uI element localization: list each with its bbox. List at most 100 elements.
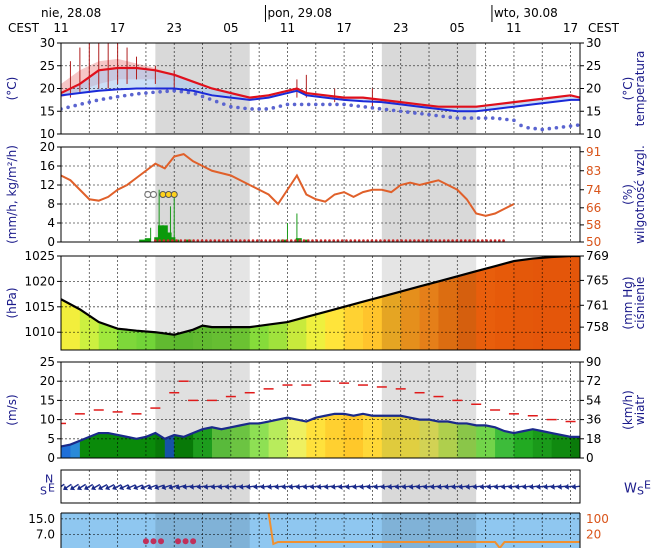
y-tick-label: 12 [40,178,55,192]
precipitation-trace-dot [260,239,263,242]
temperature-line-red [61,66,580,108]
precipitation-trace-dot [357,239,361,242]
pressure-sky-mask [61,256,580,335]
wind-direction-arrow [154,484,165,490]
wind-direction-arrow [140,484,150,491]
precipitation-trace-dot [289,239,293,242]
dew-point-dot [165,89,169,94]
dew-point-dot [469,116,474,120]
dew-point-dot [349,103,353,108]
precipitation-trace-dot [468,239,471,242]
dew-point-dot [561,125,566,129]
y-tick-label: 1025 [24,249,55,263]
precipitation-trace-dot [502,239,505,242]
dew-point-dot [285,102,290,107]
precipitation-trace-dot [294,239,297,242]
right-tick-label: 100 [586,512,609,526]
dew-point-dot [335,102,339,107]
precipitation-trace-dot [340,239,344,242]
dew-point-dot [483,116,488,120]
wind-fill-segment [457,421,477,458]
wind-direction-arrow [147,484,157,491]
pressure-fill-segment [362,295,383,350]
precipitation-trace-dot [230,239,234,242]
precipitation-bar [139,239,146,242]
wind-direction-arrow [63,483,72,491]
precipitation-trace-dot [366,239,369,242]
dew-point-dot [306,102,311,107]
panel-border [60,361,581,459]
weather-symbol-grey [149,190,158,199]
precipitation-trace-dot [404,239,408,242]
precipitation-trace-dot [353,239,357,242]
pressure-fill-segment [344,300,364,350]
dew-point-dot [512,118,516,123]
wind-fill-segment [570,434,580,458]
y-tick-label: 15 [40,393,55,407]
precipitation-trace-dot [323,239,327,242]
dew-point-dot [129,92,134,97]
precipitation-trace-dot [264,239,268,242]
panel-temperature [61,43,580,134]
wind-direction-arrow [84,483,94,491]
dew-point-dot [533,126,537,131]
precipitation-bar [161,225,168,242]
precipitation-bar [165,232,172,242]
wind-direction-arrow [133,484,143,491]
precipitation-trace-dot [222,239,225,242]
wind-fill-segment [164,433,175,458]
right-tick-label: 54 [586,393,601,407]
right-tick-label: 20 [586,527,601,541]
panel-visibility [61,513,580,548]
dew-point-dot [554,125,559,130]
y-axis-label-right: wiatr [633,395,647,425]
precipitation-trace-dot [438,239,442,242]
precipitation-trace-dot [188,239,191,242]
wind-fill-segment [193,425,213,458]
wind-fill-segment [61,442,72,458]
temperature-line-blue [61,87,580,113]
pressure-fill-segment [532,256,553,350]
precipitation-trace-dot [459,239,463,242]
dew-point-dot [278,104,283,108]
right-tick-label: 25 [586,59,601,73]
precipitation-trace-dot [451,239,454,242]
dew-point-dot [158,89,162,94]
wind-direction-arrow [98,483,108,491]
precipitation-trace-dot [183,239,187,242]
y-tick-label: 20 [40,82,55,96]
wind-direction-arrow [119,484,129,491]
precipitation-trace-dot [175,239,178,242]
pressure-fill-segment [61,298,81,350]
dew-point-dot [434,113,438,118]
wind-direction-arrow [161,484,172,490]
day-label: wto, 30.08 [494,6,558,20]
dew-point-dot [505,117,509,122]
right-tick-label: 15 [586,104,601,118]
visibility-line [267,513,580,548]
dew-point-dot [186,90,191,95]
dew-point-dot [243,106,247,111]
wind-direction-arrow [126,484,136,491]
right-tick-label: 761 [586,298,609,312]
wind-direction-arrow [105,484,115,491]
right-tick-label: 30 [586,36,601,50]
hour-tick-label: 05 [450,21,465,35]
y-axis-label-left: (mm/h, kg/m²/h) [5,145,19,244]
y-tick-label: 5 [47,432,55,446]
compass-north-left: N [45,473,53,486]
dew-point-dot [526,125,530,130]
precipitation-trace-dot [328,239,331,242]
y-tick-label: 4 [47,216,55,230]
dew-point-dot [122,93,127,98]
dew-point-dot [207,97,212,101]
dew-point-dot [370,106,375,110]
precipitation-trace-dot [447,239,450,242]
wind-fill-segment [551,431,572,458]
wind-fill-segment [98,431,119,458]
panel-wind [61,362,580,458]
wind-fill-segment [230,421,251,458]
y-axis-label-right: wilgotność wzgl. [633,145,647,244]
precipitation-trace-dot [268,239,272,242]
wind-fill-segment [400,413,421,458]
